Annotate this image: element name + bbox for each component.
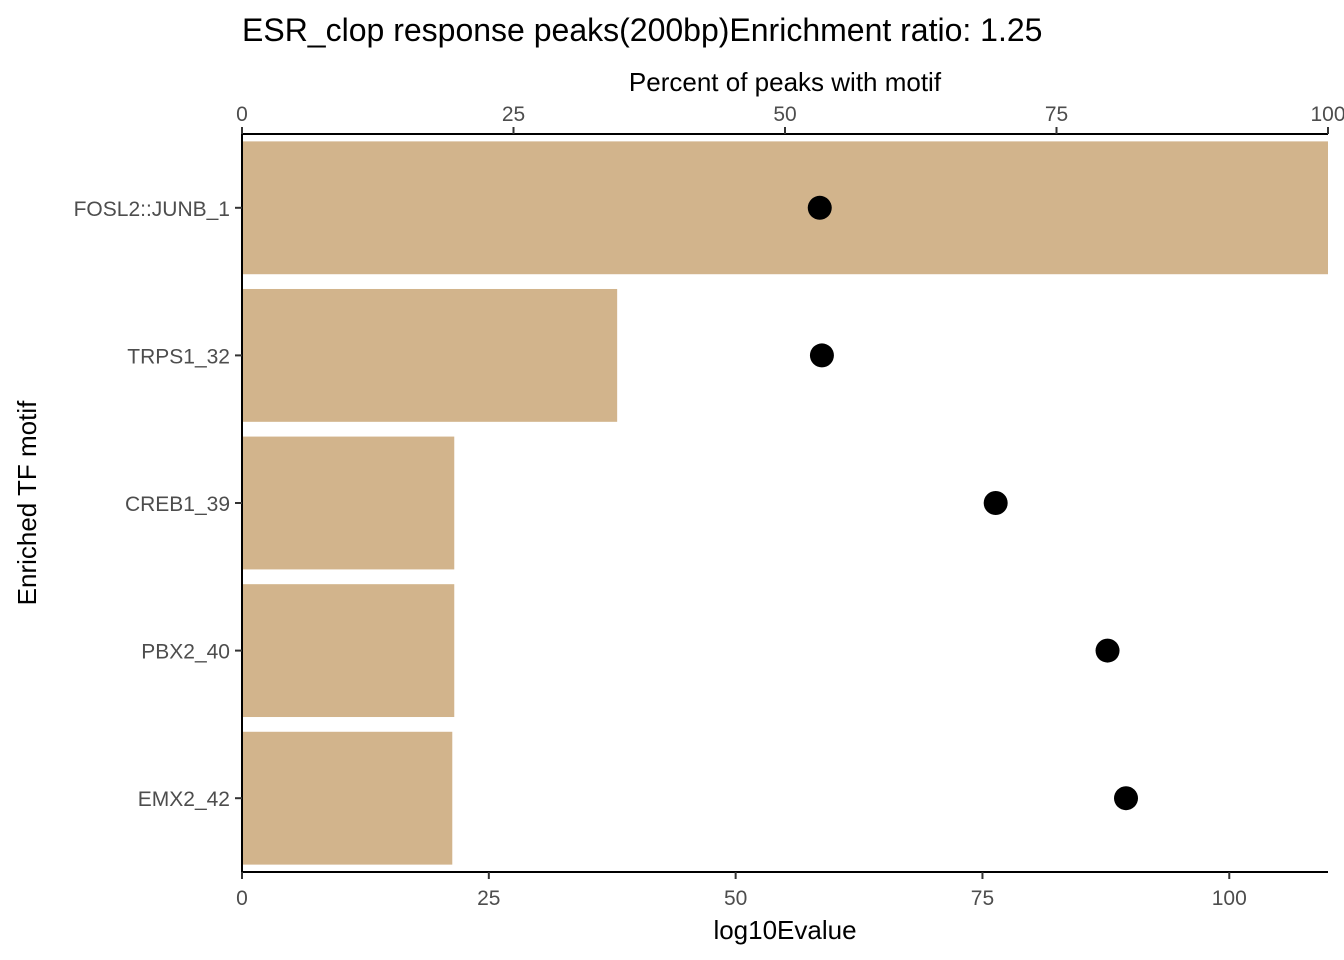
bar-0 [242, 141, 1328, 275]
point-2 [983, 491, 1008, 515]
top-tick-label-4: 100 [1310, 103, 1344, 126]
point-0 [807, 195, 832, 220]
bottom-tick-label-1: 25 [477, 887, 500, 910]
y-tick-label-3: PBX2_40 [141, 641, 230, 664]
bottom-tick-label-3: 75 [971, 887, 994, 910]
top-tick-label-3: 75 [1045, 103, 1068, 126]
bottom-tick-label-4: 100 [1212, 887, 1247, 910]
top-tick-label-1: 25 [502, 103, 525, 126]
bottom-tick-label-0: 0 [236, 887, 248, 910]
y-tick-label-1: TRPS1_32 [127, 345, 230, 368]
y-tick-label-2: CREB1_39 [125, 493, 230, 516]
bottom-axis-title: log10Evalue [713, 915, 856, 945]
y-tick-label-0: FOSL2::JUNB_1 [74, 198, 230, 221]
y-tick-label-4: EMX2_42 [138, 788, 230, 811]
top-tick-label-2: 50 [773, 103, 796, 126]
bar-3 [242, 584, 455, 718]
point-4 [1114, 786, 1139, 811]
points-layer [807, 195, 1139, 811]
point-1 [809, 343, 834, 368]
bar-2 [242, 436, 455, 570]
bar-4 [242, 731, 453, 865]
chart-title: ESR_clop response peaks(200bp)Enrichment… [242, 12, 1042, 48]
bars-layer [242, 141, 1328, 865]
top-axis-title: Percent of peaks with motif [629, 67, 942, 97]
bottom-tick-label-2: 50 [724, 887, 747, 910]
top-tick-label-0: 0 [236, 103, 248, 126]
point-3 [1095, 638, 1120, 663]
y-axis-title: Enriched TF motif [12, 400, 42, 605]
bar-1 [242, 288, 618, 422]
